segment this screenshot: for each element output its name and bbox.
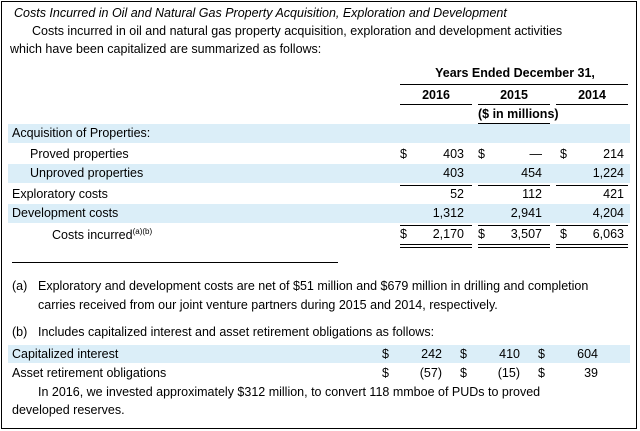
closing-line-1: In 2016, we invested approximately $312 … — [38, 385, 541, 399]
dollar-sign: $ — [400, 147, 407, 161]
dollar-sign: $ — [538, 366, 545, 380]
double-rule-2015-a — [478, 244, 550, 245]
total-top-rule-2014 — [556, 225, 628, 226]
value-2014: 39 — [584, 366, 598, 380]
dollar-sign: $ — [560, 147, 567, 161]
dollar-sign: $ — [560, 227, 567, 241]
value-2015: 112 — [522, 187, 542, 201]
footnote-a-marker: (a) — [12, 279, 28, 293]
footnote-separator — [12, 262, 338, 263]
value-2016: 52 — [450, 187, 464, 201]
band-section — [8, 124, 630, 143]
section-label: Acquisition of Properties: — [12, 126, 151, 140]
value-2014: 6,063 — [592, 227, 624, 241]
row-label: Unproved properties — [30, 166, 144, 180]
row-label: Asset retirement obligations — [12, 366, 167, 380]
footnote-b-marker: (b) — [12, 325, 28, 339]
value-2014: 421 — [603, 187, 624, 201]
double-rule-2016-a — [400, 244, 472, 245]
value-2016: 403 — [443, 147, 464, 161]
value-2016: 2,170 — [432, 227, 464, 241]
value-2015: 2,941 — [510, 206, 542, 220]
footnote-a-line-2: carries received from our joint venture … — [38, 298, 498, 312]
intro-line-1: Costs incurred in oil and natural gas pr… — [32, 24, 563, 38]
row-label-total: Costs incurred(a)(b) — [52, 227, 152, 242]
subtotal-rule-2014 — [556, 185, 628, 186]
row-label: Proved properties — [30, 147, 129, 161]
row-label: Development costs — [12, 206, 119, 220]
subtotal-rule-2016 — [400, 185, 472, 186]
year-rule-2016 — [400, 104, 472, 105]
year-2015: 2015 — [500, 88, 528, 102]
value-2016: (57) — [419, 366, 442, 380]
value-2015: 454 — [521, 166, 542, 180]
value-2016: 403 — [443, 166, 464, 180]
closing-line-2: developed reserves. — [12, 403, 125, 417]
band-unproved — [8, 164, 630, 183]
double-rule-2015-b — [478, 247, 550, 248]
units-rule — [478, 123, 550, 124]
footnote-ref: (a)(b) — [132, 227, 153, 236]
value-2016: 242 — [421, 347, 442, 361]
double-rule-2016-b — [400, 247, 472, 248]
dollar-sign: $ — [538, 347, 545, 361]
value-2016: 1,312 — [432, 206, 464, 220]
year-rule-2015 — [478, 104, 550, 105]
footnote-b-text: Includes capitalized interest and asset … — [38, 325, 435, 339]
dollar-sign: $ — [478, 147, 485, 161]
intro-line-2: which have been capitalized are summariz… — [10, 42, 322, 56]
row-label: Exploratory costs — [12, 187, 108, 201]
dollar-sign: $ — [478, 227, 485, 241]
total-top-rule-2015 — [478, 225, 550, 226]
units-label: ($ in millions) — [478, 107, 559, 121]
year-2014: 2014 — [578, 88, 606, 102]
section-heading: Costs Incurred in Oil and Natural Gas Pr… — [14, 6, 507, 20]
double-rule-2014-b — [556, 247, 628, 248]
value-2015: — — [529, 147, 543, 161]
value-2015: 3,507 — [510, 227, 542, 241]
value-2015: 410 — [499, 347, 520, 361]
band-capitalized-interest — [8, 345, 630, 363]
row-label-text: Costs incurred — [52, 228, 133, 243]
year-2016: 2016 — [422, 88, 450, 102]
period-header: Years Ended December 31, — [435, 66, 595, 80]
band-development — [8, 204, 630, 223]
value-2014: 1,224 — [592, 166, 624, 180]
dollar-sign: $ — [382, 366, 389, 380]
value-2014: 214 — [603, 147, 624, 161]
subtotal-rule-2015 — [478, 185, 550, 186]
dollar-sign: $ — [400, 227, 407, 241]
dollar-sign: $ — [382, 347, 389, 361]
total-top-rule-2016 — [400, 225, 472, 226]
row-label: Capitalized interest — [12, 347, 119, 361]
value-2014: 4,204 — [592, 206, 624, 220]
double-rule-2014-a — [556, 244, 628, 245]
dollar-sign: $ — [460, 347, 467, 361]
year-rule-2014 — [556, 104, 628, 105]
value-2014: 604 — [577, 347, 598, 361]
dollar-sign: $ — [460, 366, 467, 380]
value-2015: (15) — [497, 366, 520, 380]
header-rule — [400, 84, 628, 85]
footnote-a-line-1: Exploratory and development costs are ne… — [38, 279, 589, 293]
